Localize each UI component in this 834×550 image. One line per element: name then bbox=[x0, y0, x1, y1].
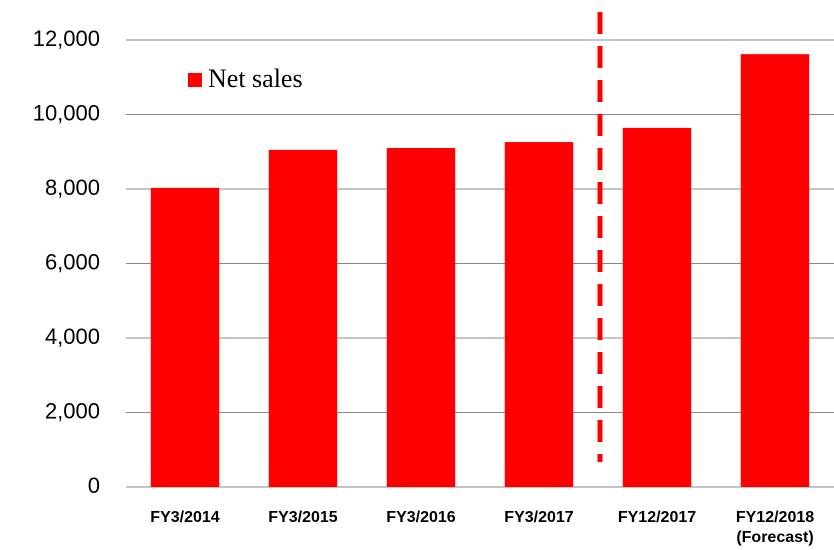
legend-label: Net sales bbox=[208, 64, 303, 93]
bar bbox=[386, 148, 456, 487]
x-tick-label: FY3/2014 bbox=[150, 509, 220, 526]
bar bbox=[504, 142, 574, 487]
y-tick-label: 4,000 bbox=[45, 324, 100, 349]
x-tick-label: FY3/2016 bbox=[386, 509, 456, 526]
y-tick-label: 0 bbox=[88, 473, 100, 498]
y-tick-label: 2,000 bbox=[45, 398, 100, 423]
bar bbox=[150, 187, 220, 487]
y-tick-label: 6,000 bbox=[45, 249, 100, 274]
grid bbox=[126, 39, 834, 488]
bars bbox=[150, 54, 810, 487]
y-tick-label: 10,000 bbox=[33, 100, 100, 125]
legend-swatch bbox=[188, 73, 202, 87]
x-tick-label: FY3/2015 bbox=[268, 509, 338, 526]
y-tick-label: 8,000 bbox=[45, 175, 100, 200]
bar bbox=[268, 149, 338, 487]
x-tick-label: FY3/2017 bbox=[504, 509, 574, 526]
y-tick-label: 12,000 bbox=[33, 26, 100, 51]
bar bbox=[622, 127, 692, 487]
bar bbox=[740, 54, 810, 487]
x-tick-label: FY12/2017 bbox=[617, 509, 697, 526]
x-tick-label: FY12/2018 (Forecast) bbox=[735, 509, 815, 546]
